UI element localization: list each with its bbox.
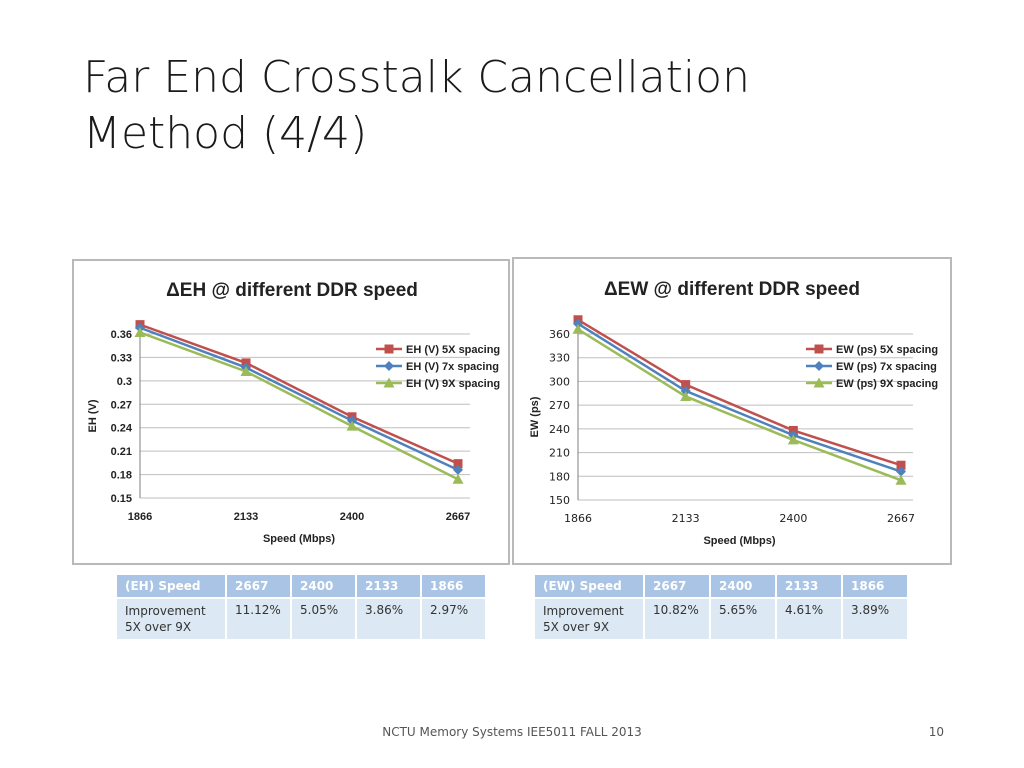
chart-title: ΔEW @ different DDR speed [604, 279, 860, 300]
table-cell: 10.82% [644, 598, 711, 639]
table-row-label: Improvement 5X over 9X [535, 598, 645, 639]
x-tick-label: 1866 [128, 511, 152, 523]
table-cell: 3.86% [356, 598, 422, 639]
y-tick-label: 270 [549, 399, 570, 412]
series-line [139, 323, 459, 465]
legend-entry: EH (V) 9X spacing [406, 378, 500, 390]
table-cell: 2.97% [421, 598, 487, 639]
table-cell: 5.05% [291, 598, 357, 639]
data-point [346, 420, 358, 431]
x-tick-label: 2133 [234, 511, 258, 523]
series-line [577, 318, 902, 467]
table-header-cell: 2133 [356, 575, 422, 599]
y-tick-label: 300 [549, 375, 570, 388]
y-tick-label: 210 [549, 447, 570, 460]
data-point [572, 323, 584, 334]
table-header-row: (EW) Speed 2667 2400 2133 1866 [535, 575, 909, 599]
table-cell: 3.89% [842, 598, 909, 639]
table-row: Improvement 5X over 9X 11.12% 5.05% 3.86… [117, 598, 487, 639]
y-tick-label: 0.3 [117, 376, 132, 388]
page-number: 10 [928, 725, 944, 739]
table-header-cell: 2400 [710, 575, 777, 599]
legend-entry: EH (V) 7x spacing [406, 361, 499, 373]
chart-title: ΔEH @ different DDR speed [166, 280, 418, 301]
slide-title-line2: Method (4/4) [83, 108, 368, 159]
slide-title: Far End Crosstalk Cancellation Method (4… [83, 50, 963, 162]
table-header-cell: (EW) Speed [535, 575, 645, 599]
y-tick-label: 0.36 [111, 329, 132, 341]
data-point [453, 459, 463, 469]
series-line [139, 331, 459, 481]
legend-entry: EW (ps) 9X spacing [836, 378, 938, 390]
legend-marker [383, 377, 395, 388]
table-row-label: Improvement 5X over 9X [117, 598, 227, 639]
legend-marker [814, 361, 824, 371]
data-point [895, 474, 907, 485]
data-point [787, 434, 799, 445]
data-point [134, 326, 146, 337]
y-tick-label: 0.21 [111, 446, 132, 458]
data-point [896, 460, 906, 470]
legend-marker [814, 344, 824, 354]
eh-chart: ΔEH @ different DDR speed 0.36 0.33 0.3 0.27… [72, 259, 510, 565]
y-tick-label: 240 [549, 423, 570, 436]
y-tick-label: 330 [549, 352, 570, 365]
x-tick-label: 2400 [340, 511, 364, 523]
table-cell: 11.12% [226, 598, 292, 639]
table-header-cell: 2667 [644, 575, 711, 599]
data-point [452, 473, 464, 484]
data-point [681, 380, 691, 390]
y-axis-label: EH (V) [87, 399, 99, 432]
y-tick-label: 150 [549, 494, 570, 507]
ew-chart: ΔEW @ different DDR speed 360 330 300 270 240… [512, 257, 952, 565]
slide-title-line1: Far End Crosstalk Cancellation [83, 52, 750, 103]
series-line [577, 328, 902, 482]
series-line [577, 322, 902, 473]
x-tick-label: 2667 [446, 511, 470, 523]
y-axis-label: EW (ps) [529, 396, 541, 437]
y-tick-label: 180 [549, 470, 570, 483]
table-cell: 4.61% [776, 598, 843, 639]
y-tick-label: 0.27 [111, 399, 132, 411]
legend-marker [384, 344, 394, 354]
eh-improvement-table: (EH) Speed 2667 2400 2133 1866 Improveme… [117, 575, 487, 639]
ew-chart-svg: ΔEW @ different DDR speed 360 330 300 270 240… [529, 279, 938, 547]
data-point [573, 318, 583, 329]
x-tick-label: 2400 [779, 512, 807, 525]
x-tick-label: 2667 [887, 512, 915, 525]
slide-footer: NCTU Memory Systems IEE5011 FALL 2013 [382, 725, 642, 739]
legend-marker [384, 361, 394, 371]
table-header-cell: 1866 [421, 575, 487, 599]
table-header-cell: 1866 [842, 575, 909, 599]
y-tick-label: 0.18 [111, 470, 132, 482]
table-header-cell: 2400 [291, 575, 357, 599]
table-header-cell: (EH) Speed [117, 575, 227, 599]
table-row: Improvement 5X over 9X 10.82% 5.65% 4.61… [535, 598, 909, 639]
data-point [453, 464, 463, 475]
data-point [680, 390, 692, 401]
ew-improvement-table: (EW) Speed 2667 2400 2133 1866 Improveme… [535, 575, 909, 639]
y-tick-label: 0.33 [111, 352, 132, 364]
data-point [240, 365, 252, 376]
x-axis-label: Speed (Mbps) [263, 533, 335, 545]
y-tick-label: 0.15 [111, 493, 132, 505]
legend-entry: EW (ps) 5X spacing [836, 344, 938, 356]
data-point [896, 466, 906, 477]
table-header-cell: 2667 [226, 575, 292, 599]
table-cell: 5.65% [710, 598, 777, 639]
table-header-cell: 2133 [776, 575, 843, 599]
series-line [139, 326, 459, 472]
y-tick-label: 0.24 [111, 423, 133, 435]
x-tick-label: 2133 [672, 512, 700, 525]
legend-entry: EW (ps) 7x spacing [836, 361, 937, 373]
eh-chart-svg: ΔEH @ different DDR speed 0.36 0.33 0.3 0.27… [87, 280, 500, 545]
legend-entry: EH (V) 5X spacing [406, 344, 500, 356]
x-tick-label: 1866 [564, 512, 592, 525]
legend-marker [813, 377, 825, 388]
y-tick-label: 360 [549, 328, 570, 341]
x-axis-label: Speed (Mbps) [703, 535, 775, 547]
table-header-row: (EH) Speed 2667 2400 2133 1866 [117, 575, 487, 599]
